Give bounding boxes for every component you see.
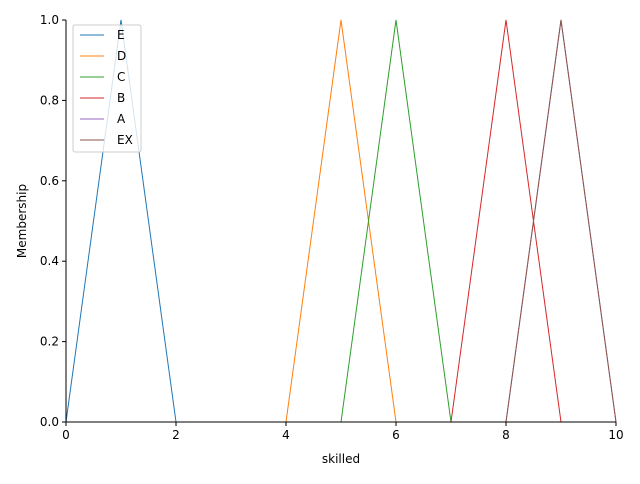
x-tick-label: 10 xyxy=(608,428,623,442)
legend-label-d: D xyxy=(117,49,126,63)
y-ticks: 0.0 0.2 0.4 0.6 0.8 1.0 xyxy=(40,13,66,429)
x-tick-label: 2 xyxy=(172,428,180,442)
y-tick-label: 0.0 xyxy=(40,415,59,429)
y-tick-label: 0.8 xyxy=(40,93,59,107)
legend-label-ex: EX xyxy=(117,133,133,147)
x-tick-label: 6 xyxy=(392,428,400,442)
y-axis-label: Membership xyxy=(15,184,29,258)
x-ticks: 0 2 4 6 8 10 xyxy=(62,422,624,442)
y-tick-label: 1.0 xyxy=(40,13,59,27)
x-tick-label: 8 xyxy=(502,428,510,442)
legend-label-b: B xyxy=(117,91,125,105)
legend-label-e: E xyxy=(117,28,125,42)
x-tick-label: 0 xyxy=(62,428,70,442)
legend-frame xyxy=(72,24,142,153)
series-layer xyxy=(65,19,617,423)
y-tick-label: 0.6 xyxy=(40,174,59,188)
axes-layer xyxy=(65,20,616,423)
y-tick-label: 0.2 xyxy=(40,335,59,349)
y-tick-label: 0.4 xyxy=(40,254,59,268)
legend-label-a: A xyxy=(117,112,126,126)
legend-label-c: C xyxy=(117,70,125,84)
x-axis-label: skilled xyxy=(322,452,360,466)
x-tick-label: 4 xyxy=(282,428,290,442)
